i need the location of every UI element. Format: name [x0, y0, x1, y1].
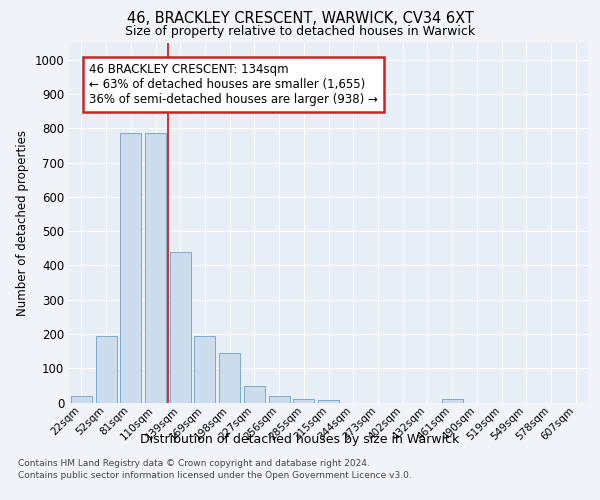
Bar [145, 133, 166, 402]
Bar [194, 336, 215, 402]
Bar [269, 396, 290, 402]
Text: Distribution of detached houses by size in Warwick: Distribution of detached houses by size … [140, 432, 460, 446]
Bar [71, 396, 92, 402]
Y-axis label: Number of detached properties: Number of detached properties [16, 130, 29, 316]
Bar [120, 133, 141, 402]
Text: Contains HM Land Registry data © Crown copyright and database right 2024.: Contains HM Land Registry data © Crown c… [18, 459, 370, 468]
Bar [95, 336, 116, 402]
Bar [442, 399, 463, 402]
Text: 46 BRACKLEY CRESCENT: 134sqm
← 63% of detached houses are smaller (1,655)
36% of: 46 BRACKLEY CRESCENT: 134sqm ← 63% of de… [89, 63, 377, 106]
Bar [219, 354, 240, 403]
Bar [293, 398, 314, 402]
Text: Size of property relative to detached houses in Warwick: Size of property relative to detached ho… [125, 25, 475, 38]
Bar [170, 252, 191, 402]
Bar [244, 386, 265, 402]
Text: Contains public sector information licensed under the Open Government Licence v3: Contains public sector information licen… [18, 471, 412, 480]
Bar [318, 400, 339, 402]
Text: 46, BRACKLEY CRESCENT, WARWICK, CV34 6XT: 46, BRACKLEY CRESCENT, WARWICK, CV34 6XT [127, 11, 473, 26]
